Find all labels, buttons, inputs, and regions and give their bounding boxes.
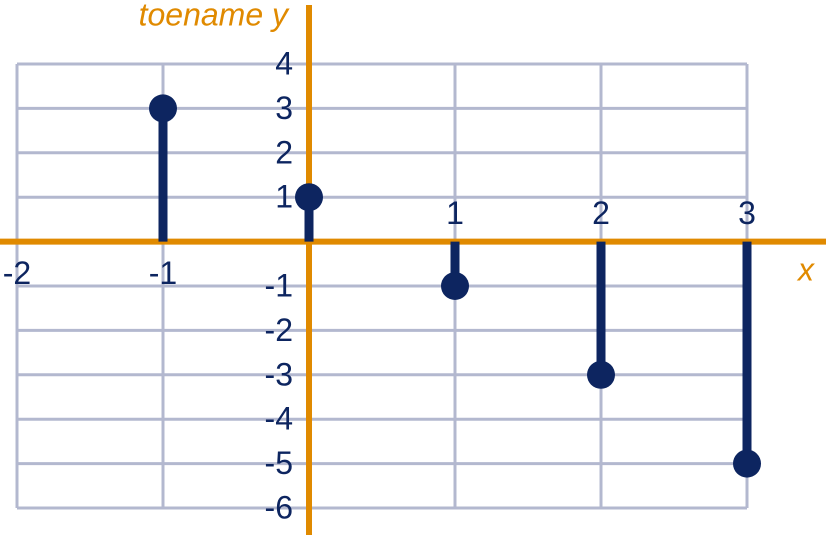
y-tick-label: -5 bbox=[265, 445, 293, 481]
y-tick-label: -6 bbox=[265, 489, 293, 525]
x-tick-label: -2 bbox=[3, 255, 31, 291]
x-tick-label: 2 bbox=[592, 195, 610, 231]
y-tick-label: 3 bbox=[275, 90, 293, 126]
x-axis-label: x bbox=[796, 251, 815, 287]
stem-marker bbox=[587, 360, 615, 389]
y-tick-label: 1 bbox=[275, 179, 293, 215]
y-tick-label: -4 bbox=[265, 401, 293, 437]
y-tick-label: -1 bbox=[265, 267, 293, 303]
y-tick-label: 2 bbox=[275, 134, 293, 170]
y-tick-label: 4 bbox=[275, 45, 293, 81]
y-axis-label: toename y bbox=[139, 0, 290, 32]
stem-marker bbox=[295, 183, 323, 212]
x-tick-label: -1 bbox=[149, 255, 177, 291]
stem-marker bbox=[733, 449, 761, 478]
y-tick-label: -2 bbox=[265, 312, 293, 348]
stem-marker bbox=[441, 272, 469, 300]
x-tick-label: 3 bbox=[738, 195, 756, 231]
y-tick-label: -3 bbox=[265, 356, 293, 392]
stem-marker bbox=[149, 94, 177, 123]
x-tick-label: 1 bbox=[446, 195, 464, 231]
